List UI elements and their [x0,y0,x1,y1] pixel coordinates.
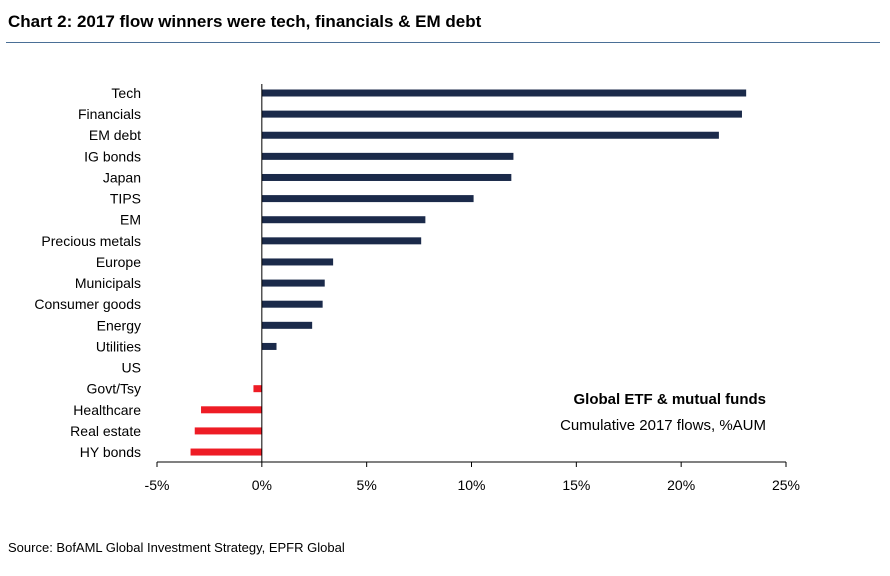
category-label: TIPS [110,191,141,207]
category-label: Europe [96,254,141,270]
category-label: Municipals [75,275,141,291]
category-label: Healthcare [73,402,141,418]
bar-tech [261,89,747,97]
bar-ig-bonds [261,152,514,160]
bar-tips [261,195,474,203]
category-label: HY bonds [80,444,141,460]
bars-group [190,89,747,456]
bar-em [261,216,426,224]
bar-healthcare [201,406,262,414]
bar-hy-bonds [190,448,262,456]
bar-utilities [261,342,277,350]
category-label: IG bonds [84,148,141,164]
category-label: Financials [78,106,141,122]
category-label: EM debt [89,127,141,143]
annotation-title: Global ETF & mutual funds [574,391,767,408]
x-tick-label: 0% [252,477,272,493]
x-axis-ticks: -5% 0% 5% 10% 15% 20% 25% [145,462,800,493]
bar-japan [261,173,512,181]
bar-precious-metals [261,237,422,245]
x-tick-label: 20% [667,477,695,493]
category-label: Govt/Tsy [87,381,141,397]
title-divider [6,42,880,43]
category-label: US [122,360,141,376]
category-label: Consumer goods [34,296,141,312]
x-tick-label: 10% [457,477,485,493]
source-note: Source: BofAML Global Investment Strateg… [8,540,345,555]
bar-real-estate [194,427,262,435]
bar-em-debt [261,131,719,139]
annotation-subtitle: Cumulative 2017 flows, %AUM [560,417,766,434]
bar-financials [261,110,742,118]
chart-title: Chart 2: 2017 flow winners were tech, fi… [8,12,482,31]
category-label: Real estate [70,423,141,439]
bar-consumer-goods [261,300,323,308]
bar-energy [261,321,313,329]
category-label: Tech [111,85,141,101]
bar-govt-tsy [253,385,262,393]
category-label: EM [120,212,141,228]
category-label: Japan [103,169,141,185]
category-label: Energy [97,317,141,333]
category-label: Precious metals [41,233,141,249]
x-tick-label: -5% [145,477,170,493]
x-tick-label: 5% [357,477,377,493]
bar-europe [261,258,334,266]
category-label: Utilities [96,338,141,354]
x-tick-label: 25% [772,477,800,493]
category-labels: Tech Financials EM debt IG bonds Japan TIPS EM… [34,85,141,460]
x-tick-label: 15% [562,477,590,493]
bar-municipals [261,279,325,287]
